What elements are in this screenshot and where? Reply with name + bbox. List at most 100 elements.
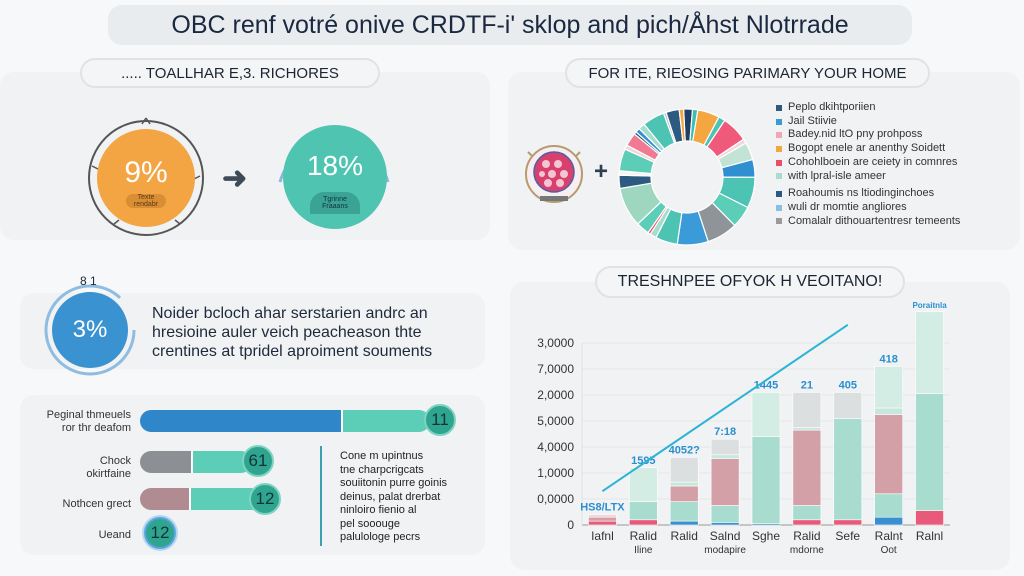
note-line: pel sooouge [340, 517, 400, 530]
bar-fill [140, 488, 192, 510]
note-line: ninloiro fienio al [340, 504, 417, 516]
legend-swatch [776, 191, 782, 198]
row-label: Nothcen grect [62, 498, 131, 510]
bar-rest [191, 488, 262, 510]
stat-value-circle: 3% [52, 292, 128, 368]
bar-value-label: 1595 [631, 455, 655, 467]
legend-label: Roahoumis ns ltiodinginchoes [788, 187, 935, 200]
legend-item: Bogopt enele ar anenthy Soidett [776, 142, 960, 156]
bar-segment [669, 520, 699, 526]
bar-value-label: 7:18 [714, 426, 736, 438]
y-tick-label: 3,0000 [537, 336, 574, 350]
stat-text-line: hresioine auler veich peacheason thte [152, 324, 422, 341]
legend-swatch [776, 204, 782, 211]
bar-fill [140, 410, 343, 432]
bar-segment [915, 510, 944, 526]
x-tick-label: Ralid [630, 529, 657, 543]
divider [320, 446, 322, 546]
y-tick-label: 4,0000 [537, 440, 574, 454]
bar-rest [192, 451, 252, 473]
legend-swatch [776, 173, 782, 180]
bar-value-label: 405 [839, 379, 857, 391]
legend-label: with lpral-isle ameer [788, 169, 886, 182]
stat-text: Noider bcloch ahar serstarien andrc an h… [152, 304, 432, 361]
bar-segment [669, 457, 699, 483]
bar-segment [792, 505, 822, 521]
stacked-bar-chart: 0 0,0000 1,0000 4,0000 5,0000 2,0000 7,0000 3,0… [537, 301, 950, 556]
legend-item: Roahoumis ns ltiodinginchoes [776, 187, 960, 201]
note-line: deinus, palat drerbat [340, 490, 441, 503]
bar-segment [792, 392, 822, 428]
arrow-right-icon: ➜ [222, 162, 248, 195]
legend-item: Jail Stiivie [776, 115, 960, 129]
bar-segment [629, 501, 658, 521]
stat-text-line: Noider bcloch ahar serstarien andrc an [152, 305, 428, 322]
legend-item: Comalalr dithouartentresr temeents [776, 215, 960, 229]
legend-swatch [776, 218, 782, 225]
legend-swatch [776, 118, 782, 125]
y-tick-label: 1,0000 [537, 466, 574, 480]
to-value-circle: 18% Tgrinne Fraaans [283, 125, 387, 229]
stat-value: 3% [72, 316, 108, 343]
progress-bar [140, 488, 262, 510]
legend-item: with lpral-isle ameer [776, 170, 960, 184]
legend-swatch [776, 159, 782, 166]
from-value-circle: 9% Texte rendabr [97, 129, 195, 227]
note-line: tne charpcrigcats [340, 463, 424, 476]
y-tick-label: 7,0000 [537, 362, 574, 376]
bar-segment [669, 485, 699, 502]
bar-segment [751, 392, 781, 437]
x-tick-label: Ralnt [875, 529, 904, 543]
note-line: souiitonin purre goinis [340, 477, 448, 489]
x-tick-label: Iline [634, 545, 653, 556]
growth-panel-title: ..... TOALLHAR E,3. RICHORES [80, 58, 380, 88]
to-value: 18% [306, 150, 364, 181]
x-tick-label: mdorne [790, 545, 824, 556]
bar-value-label: 418 [879, 353, 897, 365]
legend-label: Peplo dkihtporiien [788, 101, 876, 113]
x-tick-label: Iafnl [591, 529, 614, 543]
bar-segment [874, 414, 903, 495]
bar-value-label: HS8/LTX [580, 502, 625, 514]
y-tick-label: 0 [567, 518, 574, 532]
x-tick-label: Ralid [793, 529, 820, 543]
progress-bar [140, 410, 430, 432]
legend: Peplo dkihtporiien Jail Stiivie Badey.nid … [776, 101, 960, 228]
x-tick-label: Ralnl [916, 529, 943, 543]
bar-segment [874, 407, 903, 415]
x-tick-label: Sefe [835, 529, 860, 543]
plus-icon: + [594, 158, 609, 185]
bar-segment [792, 427, 822, 431]
bar-segment [915, 311, 944, 395]
bar-segment [833, 519, 863, 526]
bar-segment [710, 505, 740, 523]
growth-panel [0, 72, 490, 240]
stat-ring-label: 8 1 [80, 274, 97, 288]
bar-value-label: 4052? [669, 444, 700, 456]
bar-segment [669, 481, 699, 487]
bar-value-label: 1445 [754, 379, 778, 391]
donut-chart [618, 108, 756, 246]
value-badge: 12 [249, 483, 281, 515]
bar-segment [833, 418, 863, 521]
value-badge: 12 [144, 517, 176, 549]
bar-segment [669, 501, 699, 522]
legend-item: Cohohlboein are ceiety in comnres [776, 156, 960, 170]
bar-segment [792, 429, 822, 506]
bar-segment [915, 393, 944, 511]
note-line: palulologe pecrs [340, 531, 421, 543]
row-label: Peginal thmeuels ror thr deafom [46, 409, 131, 434]
legend-swatch [776, 145, 782, 152]
row-label: Ueand [98, 529, 131, 541]
bar-segment [588, 516, 617, 522]
x-tick-label: Salnd [710, 529, 741, 543]
value-badge: 11 [424, 404, 456, 436]
from-caption: Texte rendabr [126, 194, 166, 208]
bar-segment [833, 392, 863, 419]
x-tick-label: Sghe [752, 529, 780, 543]
bar-value-label: 21 [801, 379, 813, 391]
composition-panel-title: FOR ITE, RIEOSING PARIMARY YOUR HOME [565, 58, 930, 88]
legend-label: Comalalr dithouartentresr temeents [788, 214, 961, 227]
progress-bar [140, 451, 252, 473]
x-tick-label: modapire [704, 545, 746, 556]
